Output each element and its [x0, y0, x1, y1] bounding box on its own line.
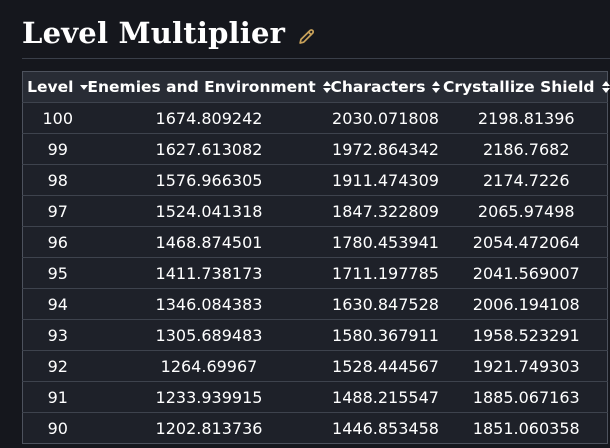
- cell-level: 93: [22, 319, 93, 351]
- cell-enemies-environment: 1468.874501: [92, 226, 326, 258]
- level-multiplier-table: Level Enemies and Environment Characters: [22, 71, 610, 444]
- page-title: Level Multiplier: [22, 16, 286, 50]
- cell-crystallize-shield: 1921.749303: [445, 350, 608, 382]
- table-row: 92 1264.69967 1528.444567 1921.749303: [22, 350, 608, 382]
- table-row: 93 1305.689483 1580.367911 1958.523291: [22, 319, 608, 351]
- cell-level: 98: [22, 164, 93, 196]
- cell-characters: 1972.864342: [325, 133, 446, 165]
- title-divider: [22, 58, 610, 59]
- cell-characters: 2030.071808: [325, 102, 446, 134]
- cell-level: 96: [22, 226, 93, 258]
- column-header-enemies-environment[interactable]: Enemies and Environment: [87, 71, 331, 103]
- cell-level: 95: [22, 257, 93, 289]
- cell-crystallize-shield: 2186.7682: [445, 133, 608, 165]
- column-header-label: Enemies and Environment: [87, 78, 316, 96]
- cell-level: 99: [22, 133, 93, 165]
- sort-both-icon: [322, 81, 331, 93]
- table-body: 100 1674.809242 2030.071808 2198.81396 99 162…: [22, 102, 608, 444]
- column-header-label: Level: [27, 78, 74, 96]
- table-row: 96 1468.874501 1780.453941 2054.472064: [22, 226, 608, 258]
- cell-crystallize-shield: 2198.81396: [445, 102, 608, 134]
- cell-characters: 1580.367911: [325, 319, 446, 351]
- cell-characters: 1488.215547: [325, 381, 446, 413]
- table-header: Level Enemies and Environment Characters: [22, 71, 610, 103]
- cell-enemies-environment: 1524.041318: [92, 195, 326, 227]
- sort-both-icon: [432, 81, 441, 93]
- cell-characters: 1528.444567: [325, 350, 446, 382]
- column-header-crystallize-shield[interactable]: Crystallize Shield: [442, 71, 610, 103]
- edit-section-button[interactable]: [298, 28, 315, 45]
- cell-crystallize-shield: 2006.194108: [445, 288, 608, 320]
- cell-crystallize-shield: 2054.472064: [445, 226, 608, 258]
- table-row: 97 1524.041318 1847.322809 2065.97498: [22, 195, 608, 227]
- table-row: 99 1627.613082 1972.864342 2186.7682: [22, 133, 608, 165]
- cell-characters: 1630.847528: [325, 288, 446, 320]
- cell-characters: 1780.453941: [325, 226, 446, 258]
- table-row: 95 1411.738173 1711.197785 2041.569007: [22, 257, 608, 289]
- cell-characters: 1847.322809: [325, 195, 446, 227]
- sort-descending-icon: [80, 84, 89, 90]
- cell-characters: 1711.197785: [325, 257, 446, 289]
- cell-enemies-environment: 1202.813736: [92, 412, 326, 444]
- sort-both-icon: [601, 81, 610, 93]
- page-header: Level Multiplier: [22, 15, 610, 51]
- pencil-icon: [298, 28, 315, 45]
- cell-enemies-environment: 1576.966305: [92, 164, 326, 196]
- table-row: 100 1674.809242 2030.071808 2198.81396: [22, 102, 608, 134]
- table-row: 91 1233.939915 1488.215547 1885.067163: [22, 381, 608, 413]
- cell-crystallize-shield: 2174.7226: [445, 164, 608, 196]
- cell-enemies-environment: 1627.613082: [92, 133, 326, 165]
- column-header-characters[interactable]: Characters: [325, 71, 446, 103]
- cell-level: 92: [22, 350, 93, 382]
- cell-crystallize-shield: 1851.060358: [445, 412, 608, 444]
- column-header-label: Crystallize Shield: [442, 78, 595, 96]
- column-header-label: Characters: [330, 78, 426, 96]
- cell-characters: 1446.853458: [325, 412, 446, 444]
- table-row: 94 1346.084383 1630.847528 2006.194108: [22, 288, 608, 320]
- table-row: 98 1576.966305 1911.474309 2174.7226: [22, 164, 608, 196]
- cell-crystallize-shield: 2041.569007: [445, 257, 608, 289]
- cell-enemies-environment: 1233.939915: [92, 381, 326, 413]
- cell-crystallize-shield: 1885.067163: [445, 381, 608, 413]
- table-row: 90 1202.813736 1446.853458 1851.060358: [22, 412, 608, 444]
- cell-characters: 1911.474309: [325, 164, 446, 196]
- column-header-level[interactable]: Level: [22, 71, 93, 103]
- cell-enemies-environment: 1305.689483: [92, 319, 326, 351]
- cell-level: 91: [22, 381, 93, 413]
- cell-enemies-environment: 1674.809242: [92, 102, 326, 134]
- cell-enemies-environment: 1411.738173: [92, 257, 326, 289]
- cell-level: 94: [22, 288, 93, 320]
- cell-enemies-environment: 1264.69967: [92, 350, 326, 382]
- cell-level: 100: [22, 102, 93, 134]
- cell-crystallize-shield: 1958.523291: [445, 319, 608, 351]
- cell-enemies-environment: 1346.084383: [92, 288, 326, 320]
- cell-level: 90: [22, 412, 93, 444]
- cell-crystallize-shield: 2065.97498: [445, 195, 608, 227]
- cell-level: 97: [22, 195, 93, 227]
